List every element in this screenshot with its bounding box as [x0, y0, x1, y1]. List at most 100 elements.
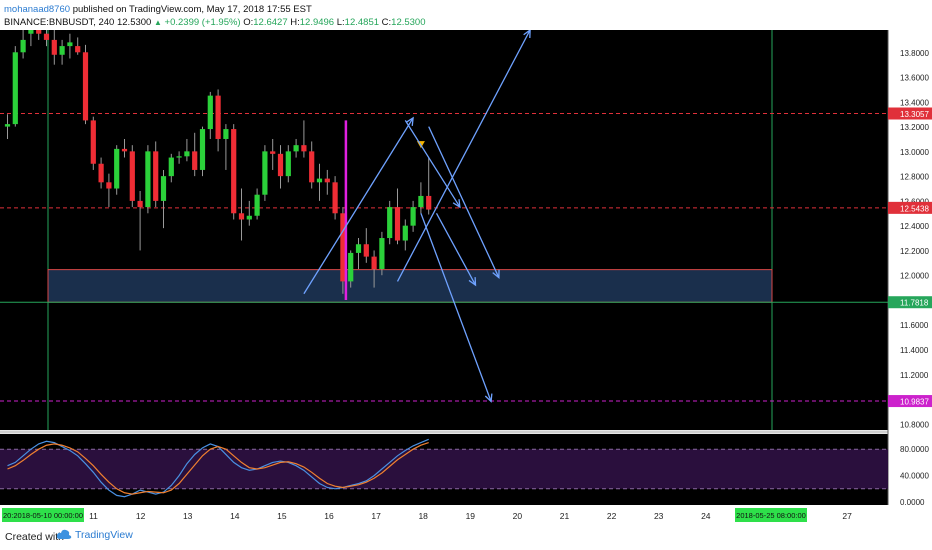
projection-arrow-6[interactable] [420, 213, 493, 403]
time-tick-label: 20 [513, 511, 523, 521]
price-tick-label: 11.6000 [900, 321, 929, 330]
candle-body [145, 151, 151, 208]
candle-body [207, 95, 213, 130]
candle-body [348, 252, 354, 282]
footer: Created with TradingView [0, 525, 932, 550]
price-axis[interactable]: 13.8000 13.6000 13.4000 13.2000 13.0000 12.80… [888, 49, 932, 507]
main-pane[interactable] [0, 30, 888, 430]
time-tick-label: 22 [607, 511, 617, 521]
price-tick-label: 12.2000 [900, 247, 929, 256]
time-tick-label: 23 [654, 511, 664, 521]
stochastic-pane[interactable] [0, 438, 888, 498]
open-value: 12.6427 [253, 17, 288, 28]
arrow-shaft [420, 213, 492, 402]
candle-body [426, 195, 432, 210]
time-tick-label: 18 [418, 511, 428, 521]
low-value: 12.4851 [344, 17, 380, 28]
demand-zone[interactable] [47, 269, 773, 303]
candle-body [223, 129, 229, 139]
close-label: C: [381, 17, 392, 28]
price-tick-label: 13.2000 [900, 123, 929, 132]
candle-body [402, 225, 408, 241]
arrow-shaft [435, 212, 477, 286]
projection-arrow-2[interactable] [396, 30, 531, 282]
candle-body [121, 148, 128, 152]
tradingview-cloud-icon [56, 529, 72, 539]
time-tick-label: 14 [230, 511, 240, 521]
price-label-tag [888, 107, 932, 120]
projection-arrow-4[interactable] [428, 126, 500, 280]
candle-body [160, 176, 167, 201]
candle-body [246, 215, 252, 220]
candle-body [262, 151, 268, 195]
candle-body [4, 124, 11, 127]
price-label-tag [888, 201, 932, 214]
price-label-tag [888, 296, 932, 309]
candle-body [418, 195, 424, 208]
price-tick-label: 11.2000 [900, 371, 929, 380]
time-tick-label: 17 [371, 511, 381, 521]
time-tick-label: 24 [701, 511, 711, 521]
candle-body [28, 30, 34, 34]
projection-arrow-5[interactable] [435, 212, 477, 287]
stoch-tick-label: 0.0000 [900, 498, 925, 507]
created-with-label: Created with [5, 531, 64, 543]
time-end-label: 2018-05-25 08:00:00 [736, 511, 806, 520]
candle-body [137, 200, 143, 208]
candle-body [379, 238, 385, 270]
arrow-shaft [396, 30, 531, 282]
time-axis-bg [0, 505, 888, 525]
candle-body [192, 151, 198, 170]
close-value: 12.5300 [391, 17, 426, 28]
projection-arrow-3[interactable] [404, 120, 461, 209]
candle-body [43, 33, 50, 40]
candle-body [371, 256, 377, 270]
stoch-tick-label: 40.0000 [900, 472, 929, 481]
time-tick-label: 13 [183, 511, 193, 521]
candle-body [114, 148, 120, 189]
candle-body [316, 178, 323, 183]
candle-body [410, 207, 416, 226]
stoch-band [0, 449, 888, 489]
last-price: 12.5300 [116, 17, 152, 28]
price-tick-label: 13.8000 [900, 49, 929, 58]
candle-body [254, 194, 260, 216]
arrow-shaft [428, 126, 500, 278]
arrow-head [492, 269, 500, 280]
ohlc-legend: BINANCE:BNBUSDT, 240 12.5300 ▲ +0.2399 (… [4, 17, 426, 28]
time-tick-label: 11 [89, 511, 98, 521]
price-tick-label: 12.4000 [900, 222, 929, 231]
time-tick-label: 19 [466, 511, 476, 521]
candle-body [12, 52, 18, 125]
candle-body [340, 213, 346, 282]
projection-arrow-1[interactable] [303, 116, 414, 295]
candle-body [363, 244, 369, 257]
arrow-head [405, 116, 414, 126]
time-tick-label: 12 [136, 511, 146, 521]
candle-body [59, 46, 65, 55]
time-tick-label: 21 [560, 511, 570, 521]
chart-area[interactable]: 13.8000 13.6000 13.4000 13.2000 13.0000 12.80… [0, 30, 932, 525]
candle-body [90, 120, 96, 164]
candle-body [215, 95, 221, 139]
candle-body [293, 145, 299, 152]
price-label-text: 13.3057 [900, 110, 929, 119]
up-triangle-icon: ▲ [153, 18, 162, 27]
candle-body [231, 129, 237, 214]
time-axis[interactable]: 111213141516171819202122232425262720:201… [2, 508, 852, 522]
price-tick-label: 13.6000 [900, 74, 929, 83]
candle-body [51, 39, 57, 55]
low-label: L: [336, 17, 345, 28]
candle-body [98, 163, 104, 183]
author-link[interactable]: mohanaad8760 [4, 4, 71, 15]
price-tick-label: 12.0000 [900, 272, 929, 281]
tradingview-brand[interactable]: TradingView [56, 529, 133, 541]
candle-body [324, 178, 330, 183]
candle-body [20, 39, 26, 53]
candle-body [106, 182, 112, 189]
time-end-tag [735, 508, 807, 522]
candle-body [355, 244, 362, 253]
candle-body [67, 42, 73, 47]
open-label: O: [243, 17, 254, 28]
arrow-head [452, 199, 461, 209]
